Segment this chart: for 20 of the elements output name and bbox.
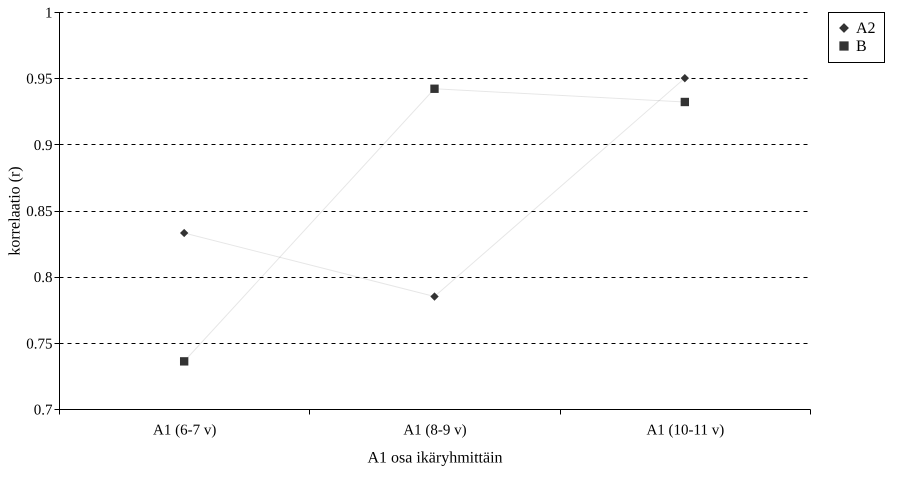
y-tick-label: 0.95 bbox=[26, 72, 52, 88]
point bbox=[180, 357, 188, 366]
point bbox=[430, 292, 439, 301]
x-tick-label: A1 (8-9 v) bbox=[403, 422, 467, 438]
x-tick-label: A1 (10-11 v) bbox=[646, 422, 724, 438]
y-tick-label: 0.7 bbox=[34, 402, 53, 418]
point bbox=[680, 98, 690, 106]
legend-label: A2 bbox=[856, 20, 876, 37]
point bbox=[180, 228, 188, 238]
legend-label: B bbox=[856, 38, 867, 55]
y-tick-label: 0.85 bbox=[26, 204, 52, 220]
x-axis-title: A1 osa ikäryhmittäin bbox=[367, 450, 503, 466]
y-axis-title: korrelaatio (r) bbox=[6, 166, 24, 256]
y-tick-label: 0.75 bbox=[26, 336, 52, 352]
point bbox=[680, 74, 690, 82]
point bbox=[430, 84, 439, 93]
y-tick-label: 1 bbox=[45, 6, 52, 22]
y-tick-label: 0.8 bbox=[34, 270, 52, 286]
y-tick-label: 0.9 bbox=[34, 138, 52, 154]
x-tick-label: A1 (6-7 v) bbox=[153, 422, 216, 438]
